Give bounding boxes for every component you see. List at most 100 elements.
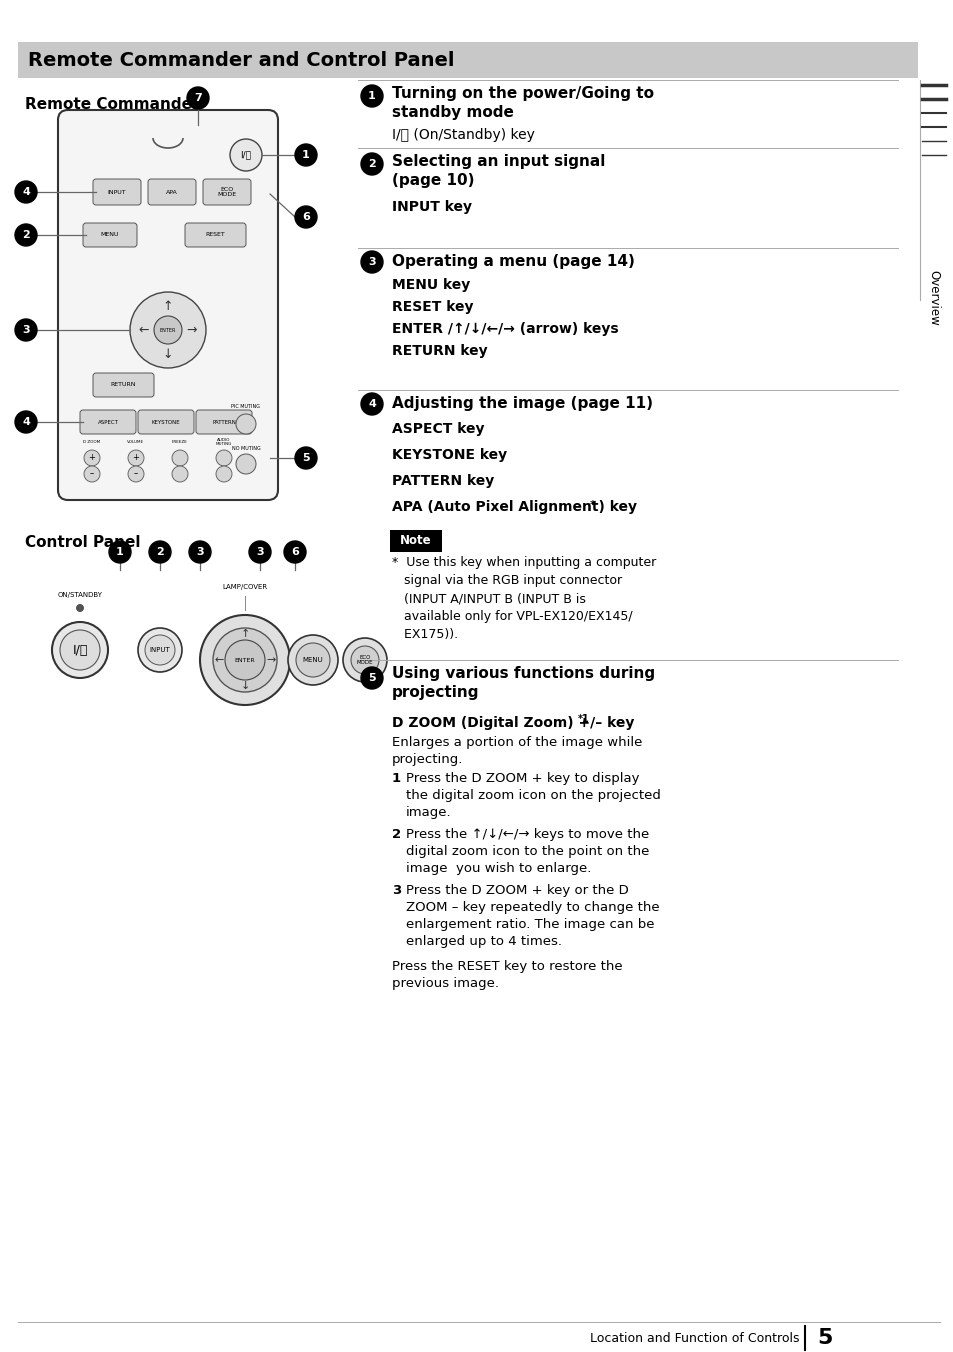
Text: Press the D ZOOM + key to display
the digital zoom icon on the projected
image.: Press the D ZOOM + key to display the di… <box>406 772 660 819</box>
Text: 1: 1 <box>368 91 375 101</box>
Text: ECO
MODE: ECO MODE <box>356 654 373 665</box>
Circle shape <box>60 630 100 671</box>
Text: Control Panel: Control Panel <box>25 535 140 550</box>
Text: Enlarges a portion of the image while
projecting.: Enlarges a portion of the image while pr… <box>392 735 641 767</box>
Text: 3: 3 <box>196 548 204 557</box>
Circle shape <box>249 541 271 562</box>
Text: *  Use this key when inputting a computer
   signal via the RGB input connector
: * Use this key when inputting a computer… <box>392 556 656 641</box>
Text: 1: 1 <box>116 548 124 557</box>
Text: PIC MUTING: PIC MUTING <box>232 403 260 408</box>
Text: ENTER: ENTER <box>234 657 255 662</box>
Text: ENTER: ENTER <box>160 327 176 333</box>
Text: RESET key: RESET key <box>392 300 473 314</box>
Circle shape <box>128 466 144 483</box>
Text: INPUT: INPUT <box>150 648 171 653</box>
Circle shape <box>84 466 100 483</box>
Text: INPUT: INPUT <box>108 189 126 195</box>
Circle shape <box>213 627 276 692</box>
Text: INPUT key: INPUT key <box>392 200 472 214</box>
Circle shape <box>189 541 211 562</box>
Text: PATTERN key: PATTERN key <box>392 475 494 488</box>
FancyBboxPatch shape <box>83 223 137 247</box>
Circle shape <box>153 316 182 343</box>
Text: 7: 7 <box>193 93 202 103</box>
FancyBboxPatch shape <box>390 530 441 552</box>
Text: I/⏻: I/⏻ <box>240 150 252 160</box>
Text: ↓: ↓ <box>240 681 250 691</box>
Text: –: – <box>90 469 94 479</box>
Text: RESET: RESET <box>205 233 225 238</box>
Circle shape <box>130 292 206 368</box>
FancyBboxPatch shape <box>195 410 252 434</box>
Text: 2: 2 <box>368 160 375 169</box>
Circle shape <box>76 604 84 611</box>
Text: 1: 1 <box>302 150 310 160</box>
Circle shape <box>230 139 262 170</box>
Circle shape <box>215 466 232 483</box>
Text: Overview: Overview <box>926 270 940 326</box>
Circle shape <box>295 644 330 677</box>
Text: ON/STANDBY: ON/STANDBY <box>57 592 102 598</box>
Text: ↑: ↑ <box>163 300 173 312</box>
Text: 1: 1 <box>392 772 400 786</box>
Text: RETURN key: RETURN key <box>392 343 487 358</box>
Text: 2: 2 <box>156 548 164 557</box>
Text: Operating a menu (page 14): Operating a menu (page 14) <box>392 254 634 269</box>
Text: 5: 5 <box>368 673 375 683</box>
Circle shape <box>15 181 37 203</box>
Circle shape <box>294 145 316 166</box>
Text: →: → <box>266 654 275 665</box>
Text: 6: 6 <box>291 548 298 557</box>
Text: 3: 3 <box>22 324 30 335</box>
Circle shape <box>294 206 316 228</box>
Text: Press the ↑/↓/←/→ keys to move the
digital zoom icon to the point on the
image  : Press the ↑/↓/←/→ keys to move the digit… <box>406 827 649 875</box>
Text: LAMP/COVER: LAMP/COVER <box>222 584 267 589</box>
FancyBboxPatch shape <box>185 223 246 247</box>
Circle shape <box>52 622 108 677</box>
FancyBboxPatch shape <box>92 178 141 206</box>
Circle shape <box>343 638 387 681</box>
Text: *: * <box>589 500 596 510</box>
Circle shape <box>294 448 316 469</box>
Circle shape <box>351 646 378 675</box>
Circle shape <box>128 450 144 466</box>
Circle shape <box>360 251 382 273</box>
Circle shape <box>149 541 171 562</box>
Circle shape <box>360 393 382 415</box>
Text: +: + <box>132 453 139 462</box>
FancyBboxPatch shape <box>58 110 277 500</box>
Text: ECO
MODE: ECO MODE <box>217 187 236 197</box>
Text: D ZOOM (Digital Zoom) +/– key: D ZOOM (Digital Zoom) +/– key <box>392 717 634 730</box>
Text: 4: 4 <box>22 416 30 427</box>
Text: ↓: ↓ <box>163 347 173 361</box>
Text: ↑: ↑ <box>240 629 250 639</box>
Text: 2: 2 <box>22 230 30 241</box>
Text: 4: 4 <box>22 187 30 197</box>
FancyBboxPatch shape <box>92 373 153 397</box>
Text: 5: 5 <box>817 1328 832 1348</box>
FancyBboxPatch shape <box>138 410 193 434</box>
Text: Adjusting the image (page 11): Adjusting the image (page 11) <box>392 396 652 411</box>
Text: Remote Commander and Control Panel: Remote Commander and Control Panel <box>28 50 454 69</box>
Circle shape <box>84 450 100 466</box>
Circle shape <box>200 615 290 704</box>
Text: ENTER /↑/↓/←/→ (arrow) keys: ENTER /↑/↓/←/→ (arrow) keys <box>392 322 618 337</box>
Text: RETURN: RETURN <box>111 383 135 388</box>
Text: Selecting an input signal
(page 10): Selecting an input signal (page 10) <box>392 154 605 188</box>
FancyBboxPatch shape <box>80 410 136 434</box>
Text: Using various functions during
projecting: Using various functions during projectin… <box>392 667 655 700</box>
Circle shape <box>235 414 255 434</box>
Circle shape <box>187 87 209 110</box>
Text: Remote Commander: Remote Commander <box>25 97 199 112</box>
Text: Press the RESET key to restore the
previous image.: Press the RESET key to restore the previ… <box>392 960 622 990</box>
Circle shape <box>138 627 182 672</box>
Text: –: – <box>133 469 138 479</box>
Text: PATTERN: PATTERN <box>212 419 235 425</box>
Text: ASPECT key: ASPECT key <box>392 422 484 435</box>
Text: APA: APA <box>166 189 177 195</box>
Text: MENU key: MENU key <box>392 279 470 292</box>
Circle shape <box>360 667 382 690</box>
Text: APA (Auto Pixel Alignment) key: APA (Auto Pixel Alignment) key <box>392 500 637 514</box>
Text: 3: 3 <box>256 548 264 557</box>
Circle shape <box>225 639 265 680</box>
